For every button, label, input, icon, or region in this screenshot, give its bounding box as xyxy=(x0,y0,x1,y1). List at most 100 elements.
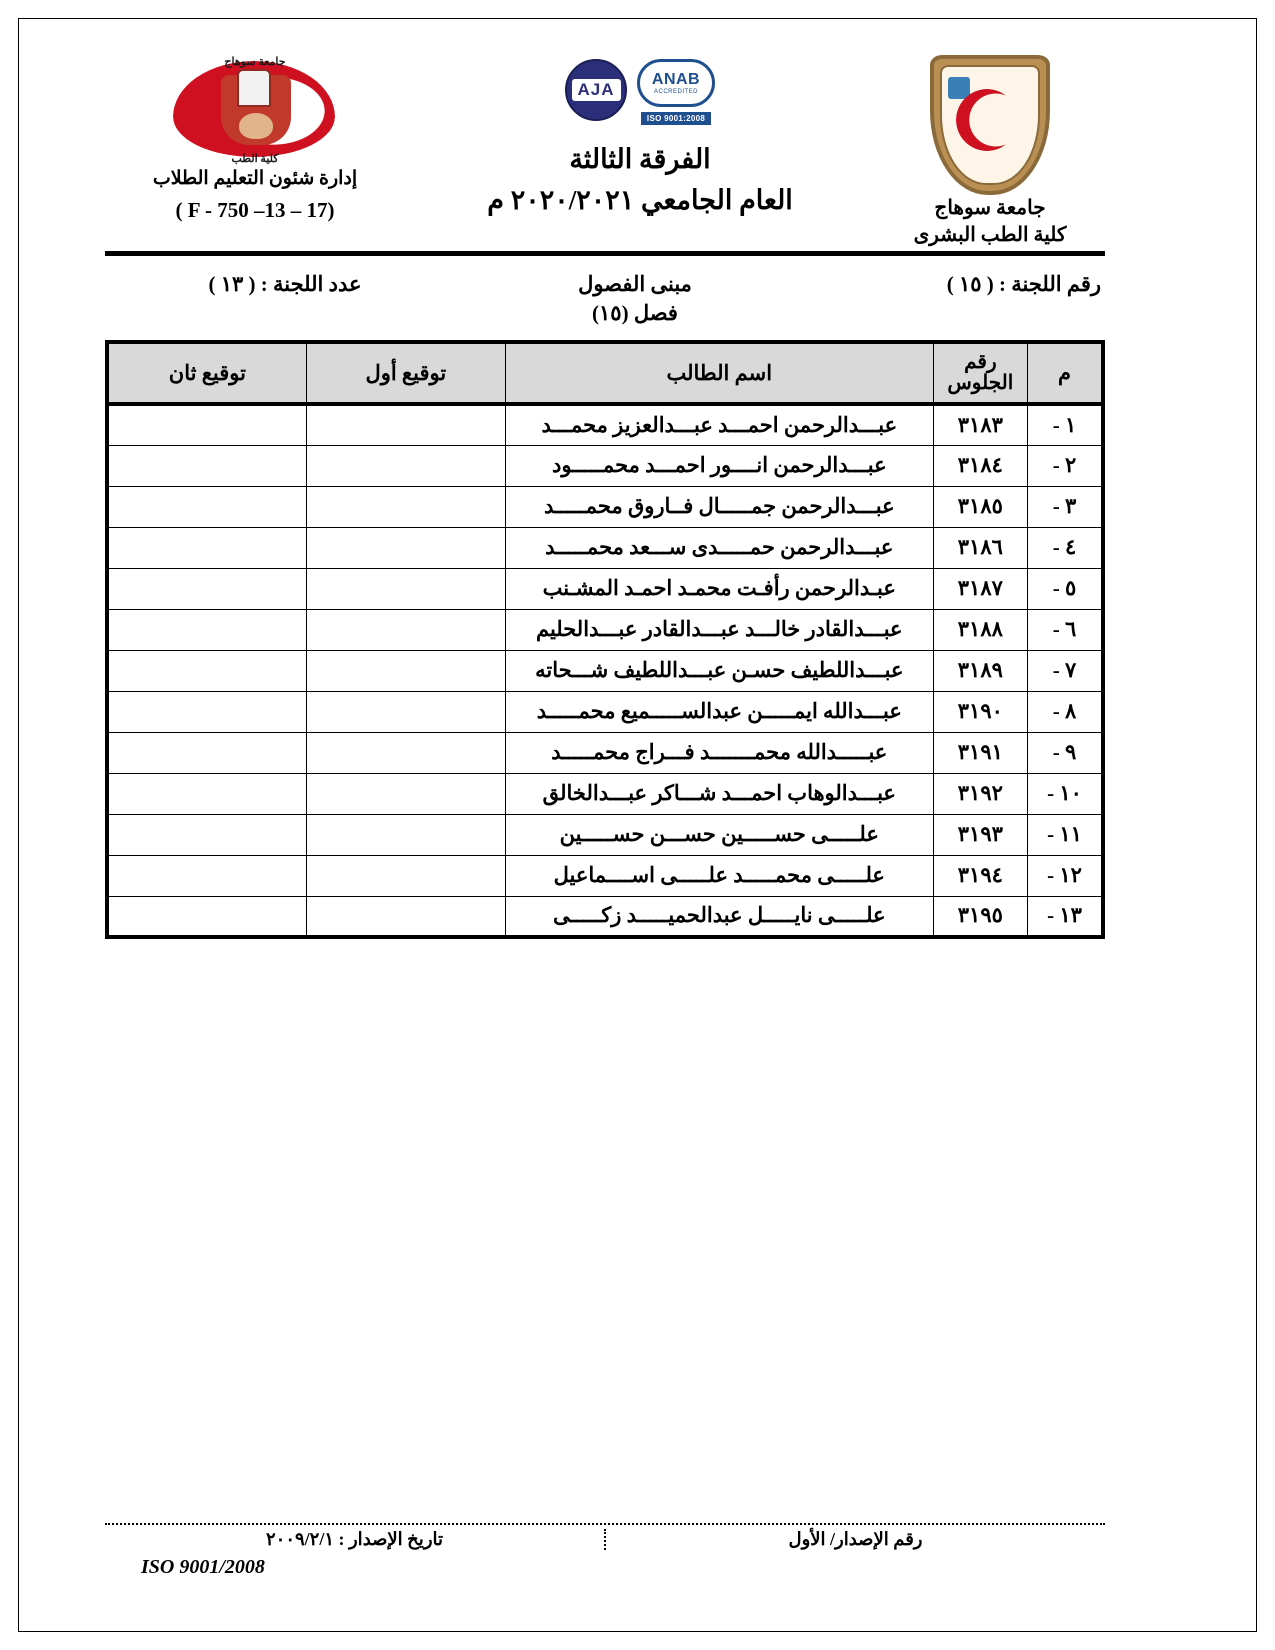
page-border: جامعة سوهاج كلية الطب البشرى ANAB ACCRED… xyxy=(18,18,1257,1632)
table-row: ٦ -٣١٨٨ عبـــدالقادر خالـــد عبـــدالقادر… xyxy=(106,608,1104,651)
header-divider xyxy=(105,251,1105,256)
document-header: جامعة سوهاج كلية الطب البشرى ANAB ACCRED… xyxy=(105,49,1105,249)
committee-number: رقم اللجنة : ( ١٥ ) xyxy=(946,272,1101,296)
cell-signature-first[interactable] xyxy=(305,813,506,856)
cell-signature-second[interactable] xyxy=(106,649,307,692)
column-header-seat-number-line2: الجلوس xyxy=(947,372,1014,394)
cell-signature-second[interactable] xyxy=(106,485,307,528)
cell-signature-first[interactable] xyxy=(305,403,506,446)
cell-seq: ١ - xyxy=(1027,403,1104,446)
cell-seat-number: ٣١٩٢ xyxy=(932,772,1029,815)
table-row: ١٣ -٣١٩٥ علـــــى نايـــــل عبدالحميـــــ… xyxy=(106,895,1104,938)
cell-signature-first[interactable] xyxy=(305,895,506,938)
table-row: ١٠ -٣١٩٢ عبـــدالوهاب احمـــد شـــاكر عبـ… xyxy=(106,772,1104,815)
cell-seat-number: ٣١٩١ xyxy=(932,731,1029,774)
committee-count: عدد اللجنة : ( ١٣ ) xyxy=(208,272,362,296)
header-left-block: جامعة سوهاج كلية الطب إدارة شئون التعليم… xyxy=(105,55,405,223)
table-row: ٣ -٣١٨٥ عبـــدالرحمن جمـــــال فــاروق مح… xyxy=(106,485,1104,528)
column-header-seat-number: رقم الجلوس xyxy=(932,340,1029,406)
logo-arc-bottom-text: كلية الطب xyxy=(231,153,279,165)
cell-seat-number: ٣١٨٤ xyxy=(932,444,1029,487)
header-center-block: ANAB ACCREDITED ISO 9001:2008 AJA الفرقة… xyxy=(425,55,855,220)
cell-signature-second[interactable] xyxy=(106,403,307,446)
cell-signature-first[interactable] xyxy=(305,485,506,528)
table-row: ١٢ -٣١٩٤ علـــــى محمـــــد علـــــى اســ… xyxy=(106,854,1104,897)
table-row: ٤ -٣١٨٦ عبـــدالرحمن حمـــــدى ســـعد محم… xyxy=(106,526,1104,569)
table-header-row: م رقم الجلوس اسم الطالب توقيع أول توقيع … xyxy=(106,340,1104,406)
table-row: ٧ -٣١٨٩ عبـــداللطيف حسـن عبـــداللطيف شـ… xyxy=(106,649,1104,692)
cell-signature-first[interactable] xyxy=(305,608,506,651)
cell-student-name: عبـــداللطيف حسـن عبـــداللطيف شـــحاته xyxy=(504,649,934,692)
cell-seat-number: ٣١٨٦ xyxy=(932,526,1029,569)
cell-signature-first[interactable] xyxy=(305,444,506,487)
footer-iso-standard: ISO 9001/2008 xyxy=(141,1556,265,1578)
table-row: ٥ -٣١٨٧ عبـدالرحمن رأفـت محمـد احمـد المش… xyxy=(106,567,1104,610)
cell-seq: ٦ - xyxy=(1027,608,1104,651)
cell-signature-first[interactable] xyxy=(305,772,506,815)
table-row: ٢ -٣١٨٤ عبـــدالرحمن انــــور احمـــد محم… xyxy=(106,444,1104,487)
cell-seat-number: ٣١٩٠ xyxy=(932,690,1029,733)
cell-signature-second[interactable] xyxy=(106,731,307,774)
cell-student-name: عبـــدالقادر خالـــد عبـــدالقادر عبـــد… xyxy=(504,608,934,651)
cell-signature-first[interactable] xyxy=(305,526,506,569)
column-header-seat-number-line1: رقم xyxy=(964,351,997,373)
header-right-block: جامعة سوهاج كلية الطب البشرى xyxy=(875,55,1105,249)
anab-label: ANAB xyxy=(651,70,701,88)
building-info: مبنى الفصول فصل (١٥) xyxy=(465,272,805,326)
classroom-name: فصل (١٥) xyxy=(592,301,678,325)
building-name: مبنى الفصول xyxy=(578,272,692,296)
table-row: ١١ -٣١٩٣ علـــــى حســـــين حســـن حســــ… xyxy=(106,813,1104,856)
cell-signature-second[interactable] xyxy=(106,772,307,815)
cell-signature-second[interactable] xyxy=(106,608,307,651)
cell-signature-second[interactable] xyxy=(106,854,307,897)
cell-signature-first[interactable] xyxy=(305,690,506,733)
cell-seq: ٤ - xyxy=(1027,526,1104,569)
cell-student-name: عبـــدالرحمن جمـــــال فــاروق محمـــــد xyxy=(504,485,934,528)
cell-signature-second[interactable] xyxy=(106,813,307,856)
anab-sublabel: ACCREDITED xyxy=(654,88,699,95)
cell-seq: ٩ - xyxy=(1027,731,1104,774)
cell-student-name: علـــــى حســـــين حســـن حســـــين xyxy=(504,813,934,856)
cell-student-name: عبـــــدالله محمـــــــد فـــراج محمــــ… xyxy=(504,731,934,774)
anab-accreditation-logo: ANAB ACCREDITED ISO 9001:2008 xyxy=(637,59,715,125)
aja-registrars-logo: AJA xyxy=(565,59,627,121)
cell-signature-second[interactable] xyxy=(106,444,307,487)
column-header-signature-first: توقيع أول xyxy=(305,340,506,406)
table-row: ٨ -٣١٩٠ عبـــدالله ايمـــــن عبدالســـــم… xyxy=(106,690,1104,733)
cell-student-name: عبـــدالله ايمـــــن عبدالســـــميع محمـ… xyxy=(504,690,934,733)
cell-seq: ٢ - xyxy=(1027,444,1104,487)
sohag-university-shield-logo xyxy=(930,55,1050,195)
cell-student-name: عبـدالرحمن رأفـت محمـد احمـد المشـنب xyxy=(504,567,934,610)
cell-seat-number: ٣١٨٧ xyxy=(932,567,1029,610)
cell-student-name: عبـــدالوهاب احمـــد شـــاكر عبـــدالخال… xyxy=(504,772,934,815)
cell-seq: ١١ - xyxy=(1027,813,1104,856)
document-title: الفرقة الثالثة xyxy=(569,144,711,174)
cell-signature-first[interactable] xyxy=(305,649,506,692)
cell-signature-second[interactable] xyxy=(106,567,307,610)
form-code: ( F - 750 –13 – 17) xyxy=(175,198,335,222)
faculty-name: كلية الطب البشرى xyxy=(913,224,1067,246)
footer-row: رقم الإصدار/ الأول تاريخ الإصدار : ٢٠٠٩/… xyxy=(105,1523,1105,1550)
cell-seq: ٥ - xyxy=(1027,567,1104,610)
cell-signature-first[interactable] xyxy=(305,854,506,897)
cell-seat-number: ٣١٩٣ xyxy=(932,813,1029,856)
students-attendance-table: م رقم الجلوس اسم الطالب توقيع أول توقيع … xyxy=(105,340,1105,939)
cell-seq: ١٢ - xyxy=(1027,854,1104,897)
table-header: م رقم الجلوس اسم الطالب توقيع أول توقيع … xyxy=(106,340,1104,406)
cell-seq: ٨ - xyxy=(1027,690,1104,733)
cell-seq: ٣ - xyxy=(1027,485,1104,528)
cell-signature-first[interactable] xyxy=(305,567,506,610)
cell-seat-number: ٣١٨٩ xyxy=(932,649,1029,692)
cell-student-name: عبـــدالرحمن انــــور احمـــد محمـــــود xyxy=(504,444,934,487)
cell-signature-first[interactable] xyxy=(305,731,506,774)
cell-seat-number: ٣١٩٤ xyxy=(932,854,1029,897)
cell-signature-second[interactable] xyxy=(106,895,307,938)
cell-signature-second[interactable] xyxy=(106,526,307,569)
department-name: إدارة شئون التعليم الطلاب xyxy=(152,168,358,189)
cell-signature-second[interactable] xyxy=(106,690,307,733)
column-header-student-name: اسم الطالب xyxy=(504,340,934,406)
table-body: ١ -٣١٨٣ عبـــدالرحمن احمـــد عبـــدالعزيز… xyxy=(106,403,1104,938)
cell-student-name: علـــــى نايـــــل عبدالحميـــــد زكــــ… xyxy=(504,895,934,938)
footer-issue-date: تاريخ الإصدار : ٢٠٠٩/٢/١ xyxy=(265,1529,444,1549)
cell-seq: ١٣ - xyxy=(1027,895,1104,938)
